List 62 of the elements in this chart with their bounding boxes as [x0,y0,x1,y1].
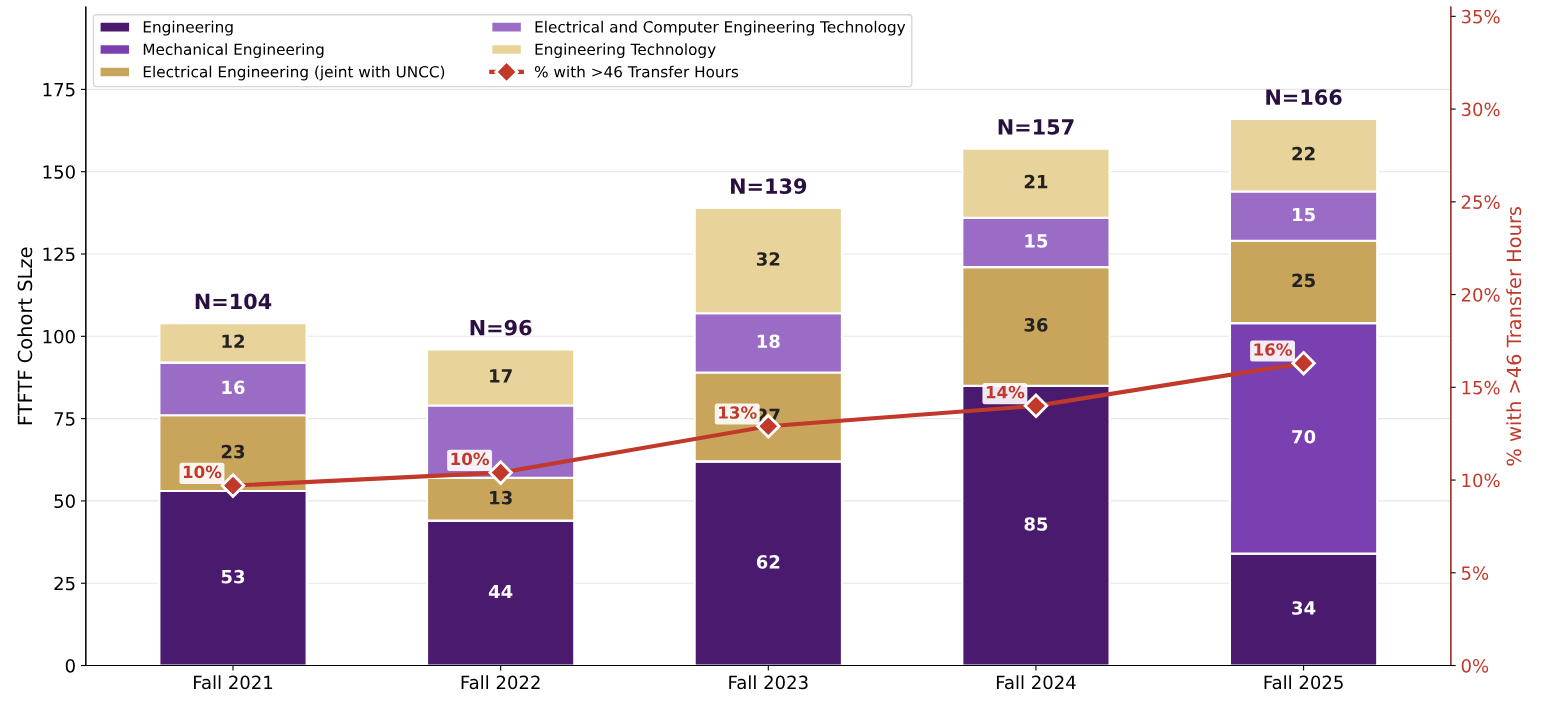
point [1291,351,1316,376]
data-label: 10% [451,452,490,466]
x-tick-label: Fall 2021 [194,675,273,690]
data-label: 25 [1292,273,1315,288]
point [1023,393,1049,419]
y-tick-label: 0 [65,658,75,673]
x-tick-label: Fall 2024 [996,675,1076,690]
x-tick-label: Fall 2022 [461,675,540,690]
y-tick-label: 150 [43,165,75,179]
data-label: 32 [756,252,780,266]
data-label: 15 [1293,207,1315,222]
y-tick-label: 175 [43,83,75,97]
data-label: 70 [1292,429,1316,444]
y2-axis-title: % with >46 Transfer Hours [1506,206,1522,466]
y2-tick-label: 20% [1461,288,1500,302]
data-label: 34 [1292,601,1316,615]
data-label: 36 [1024,318,1048,332]
x-tick-label: Fall 2023 [729,675,808,690]
y2-tick-label: 30% [1461,102,1500,117]
total-label: N=104 [195,293,272,310]
data-label: 14% [986,385,1025,399]
legend-label: Electrical Engineering (jeint with UNCC) [143,65,445,81]
data-label: 23 [221,444,245,459]
total-label: N=139 [731,178,807,194]
y-tick-label: 125 [43,247,75,262]
legend-label: Engineering [143,20,233,36]
data-label: 16% [1254,343,1292,356]
data-label: 15 [1025,234,1048,248]
point [488,460,513,485]
data-label: 13% [719,406,757,419]
y2-tick-label: 15% [1462,380,1500,395]
legend-label: Engineering Technology [535,43,716,59]
total-label: N=166 [1266,89,1342,106]
point [220,473,246,498]
data-label: 18 [757,334,780,349]
y2-tick-label: 35% [1461,9,1500,24]
y-tick-label: 25 [54,576,75,591]
data-label: 17 [490,369,512,383]
y-axis-title: FTFTF Cohort SLze [17,247,33,425]
total-label: N=96 [470,319,532,336]
data-label: 62 [756,555,780,569]
legend-label: Mechanical Engineering [143,43,324,59]
data-label: 16 [222,380,245,395]
data-label: 13 [490,490,512,505]
data-label: 22 [1292,146,1315,161]
y-tick-label: 50 [54,494,75,509]
legend-label: % with >46 Transfer Hours [534,65,739,78]
data-label: 44 [488,584,513,599]
y2-tick-label: 25% [1461,195,1500,209]
y2-tick-label: 5% [1461,566,1489,580]
y-tick-label: 100 [43,329,75,344]
x-tick-label: Fall 2025 [1264,675,1343,690]
data-label: 10% [183,465,222,479]
y2-tick-label: 0% [1461,658,1489,673]
data-label: 21 [1024,174,1048,189]
y2-tick-label: 10% [1462,473,1500,488]
data-label: 85 [1024,517,1048,531]
data-label: 53 [221,569,245,584]
y-tick-label: 75 [54,412,75,426]
data-label: 12 [222,334,244,348]
legend-label: Electrical and Computer Engineering Technology [535,20,906,36]
total-label: N=157 [998,119,1074,135]
